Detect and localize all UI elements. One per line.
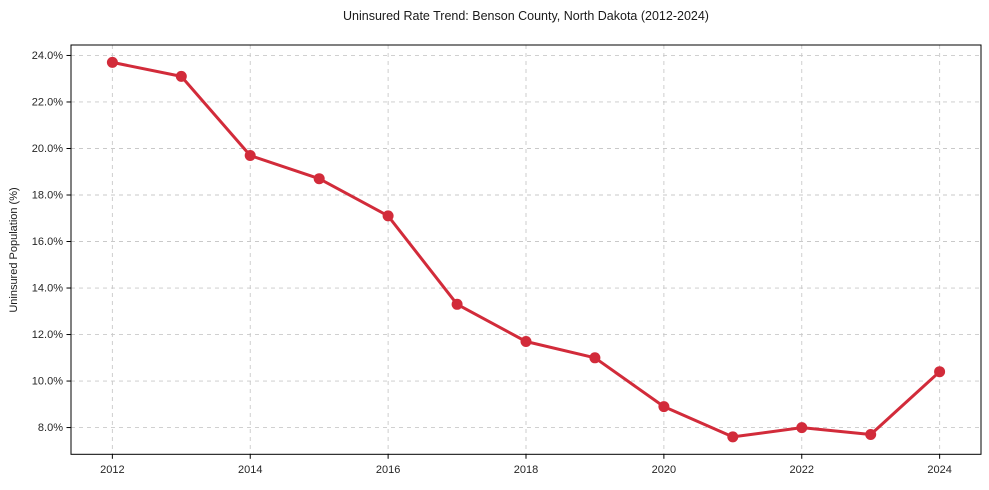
data-point bbox=[382, 210, 394, 222]
x-tick-label: 2014 bbox=[238, 464, 262, 476]
data-point bbox=[796, 422, 808, 434]
data-point bbox=[589, 352, 601, 364]
x-tick-label: 2020 bbox=[652, 464, 676, 476]
y-tick-label: 18.0% bbox=[32, 190, 63, 202]
data-point bbox=[658, 401, 670, 413]
y-tick-label: 10.0% bbox=[32, 376, 63, 388]
y-tick-label: 16.0% bbox=[32, 236, 63, 248]
y-tick-label: 24.0% bbox=[32, 50, 63, 62]
y-tick-label: 14.0% bbox=[32, 283, 63, 295]
data-point bbox=[865, 429, 877, 440]
data-point bbox=[934, 366, 946, 378]
data-point bbox=[106, 56, 118, 68]
data-point bbox=[520, 336, 532, 347]
chart-title: Uninsured Rate Trend: Benson County, Nor… bbox=[343, 9, 709, 23]
data-points bbox=[106, 56, 946, 443]
data-point bbox=[313, 173, 325, 185]
y-tick-label: 22.0% bbox=[32, 97, 63, 109]
y-tick-labels: 8.0% 10.0% 12.0% 14.0% 16.0% 18.0% 20.0% 22.0% 2… bbox=[32, 50, 63, 434]
x-tick-label: 2016 bbox=[376, 464, 400, 476]
x-tick-label: 2022 bbox=[790, 464, 814, 476]
data-point bbox=[175, 70, 187, 82]
x-tick-labels: 2012 2014 2016 2018 2020 2022 2024 bbox=[100, 464, 952, 476]
y-tick-label: 8.0% bbox=[38, 422, 63, 434]
x-tick-label: 2012 bbox=[100, 464, 124, 476]
y-tick-label: 20.0% bbox=[32, 143, 63, 155]
data-point bbox=[727, 431, 739, 443]
tick-marks bbox=[66, 54, 941, 459]
x-tick-label: 2018 bbox=[514, 464, 538, 476]
data-point bbox=[451, 298, 463, 310]
data-point bbox=[244, 150, 256, 161]
x-tick-label: 2024 bbox=[927, 464, 951, 476]
y-tick-label: 12.0% bbox=[32, 329, 63, 341]
